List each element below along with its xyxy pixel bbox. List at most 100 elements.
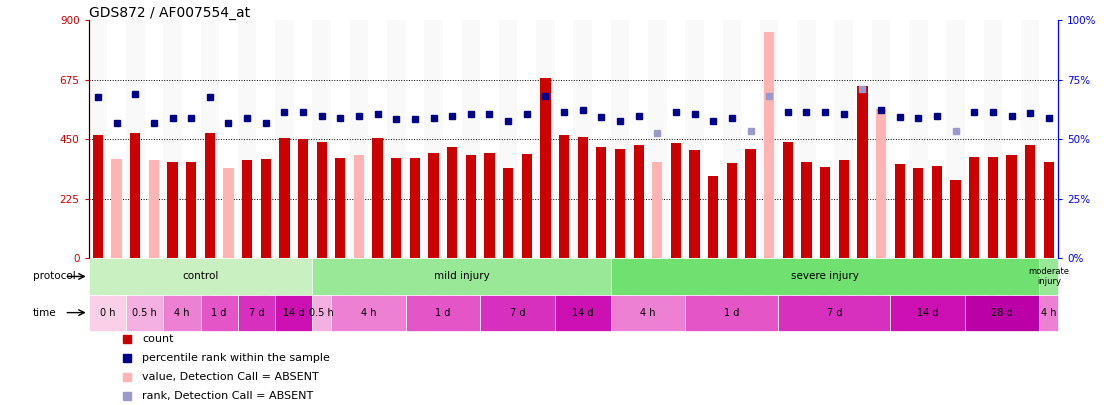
Text: percentile rank within the sample: percentile rank within the sample [142, 353, 330, 363]
Bar [484, 153, 494, 258]
Bar [689, 150, 700, 258]
Bar [499, 20, 517, 258]
Bar [350, 20, 368, 258]
Bar [611, 258, 1039, 294]
Bar [201, 20, 219, 258]
Bar [1039, 258, 1058, 294]
Bar [238, 294, 275, 330]
Text: mild injury: mild injury [433, 271, 490, 281]
Bar [704, 20, 722, 258]
Bar [634, 145, 644, 258]
Bar [126, 294, 163, 330]
Bar [368, 20, 387, 258]
Bar [275, 294, 312, 330]
Bar [891, 20, 909, 258]
Bar [951, 180, 961, 258]
Bar [275, 20, 294, 258]
Text: count: count [142, 335, 174, 344]
Bar [1044, 162, 1054, 258]
Bar [89, 20, 107, 258]
Text: 14 d: 14 d [572, 308, 594, 318]
Bar [648, 20, 667, 258]
Bar [839, 160, 849, 258]
Bar [685, 294, 779, 330]
Text: 7 d: 7 d [248, 308, 264, 318]
Bar [238, 20, 256, 258]
Bar [760, 20, 779, 258]
Bar [894, 164, 905, 258]
Bar [167, 162, 177, 258]
Bar [876, 109, 886, 258]
Text: 1 d: 1 d [725, 308, 739, 318]
Bar [294, 20, 312, 258]
Bar [312, 258, 611, 294]
Text: time: time [33, 308, 57, 318]
Bar [1039, 294, 1058, 330]
Bar [260, 159, 270, 258]
Bar [522, 154, 532, 258]
Bar [317, 142, 327, 258]
Text: value, Detection Call = ABSENT: value, Detection Call = ABSENT [142, 372, 319, 382]
Bar [480, 294, 555, 330]
Bar [517, 20, 536, 258]
Bar [256, 20, 275, 258]
Bar [797, 20, 815, 258]
Text: moderate
injury: moderate injury [1028, 267, 1069, 286]
Bar [89, 294, 126, 330]
Bar [503, 168, 513, 258]
Text: control: control [183, 271, 218, 281]
Bar [182, 20, 201, 258]
Bar [353, 155, 365, 258]
Bar [741, 20, 760, 258]
Bar [443, 20, 462, 258]
Bar [853, 20, 872, 258]
Bar [331, 294, 406, 330]
Text: 0 h: 0 h [100, 308, 115, 318]
Bar [558, 135, 570, 258]
Bar [541, 79, 551, 258]
Bar [406, 294, 480, 330]
Bar [205, 133, 215, 258]
Text: protocol: protocol [33, 271, 75, 281]
Bar [107, 20, 126, 258]
Bar [834, 20, 853, 258]
Bar [573, 20, 592, 258]
Bar [148, 160, 160, 258]
Bar [372, 138, 382, 258]
Bar [615, 149, 625, 258]
Bar [465, 155, 476, 258]
Text: 0.5 h: 0.5 h [132, 308, 157, 318]
Bar [815, 20, 834, 258]
Bar [555, 294, 611, 330]
Bar [163, 20, 182, 258]
Text: 14 d: 14 d [917, 308, 938, 318]
Bar [1025, 145, 1035, 258]
Bar [312, 20, 331, 258]
Text: 7 d: 7 d [510, 308, 525, 318]
Bar [685, 20, 704, 258]
Bar [536, 20, 555, 258]
Bar [410, 158, 420, 258]
Bar [406, 20, 424, 258]
Bar [782, 142, 793, 258]
Bar [331, 20, 350, 258]
Bar [987, 156, 998, 258]
Bar [387, 20, 406, 258]
Bar [708, 176, 718, 258]
Text: rank, Detection Call = ABSENT: rank, Detection Call = ABSENT [142, 391, 314, 401]
Bar [429, 153, 439, 258]
Text: 0.5 h: 0.5 h [309, 308, 335, 318]
Bar [219, 20, 238, 258]
Bar [447, 147, 458, 258]
Bar [984, 20, 1003, 258]
Text: 1 d: 1 d [435, 308, 451, 318]
Bar [242, 160, 253, 258]
Bar [592, 20, 611, 258]
Bar [1003, 20, 1020, 258]
Bar [577, 136, 588, 258]
Bar [298, 139, 308, 258]
Bar [424, 20, 443, 258]
Bar [391, 158, 401, 258]
Bar [312, 294, 331, 330]
Text: 28 d: 28 d [992, 308, 1013, 318]
